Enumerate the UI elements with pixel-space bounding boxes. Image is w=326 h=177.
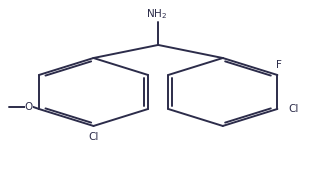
Text: NH$_2$: NH$_2$ (146, 7, 167, 21)
Text: Cl: Cl (88, 132, 99, 142)
Text: F: F (276, 60, 282, 70)
Text: Cl: Cl (289, 104, 299, 114)
Text: O: O (25, 102, 33, 112)
